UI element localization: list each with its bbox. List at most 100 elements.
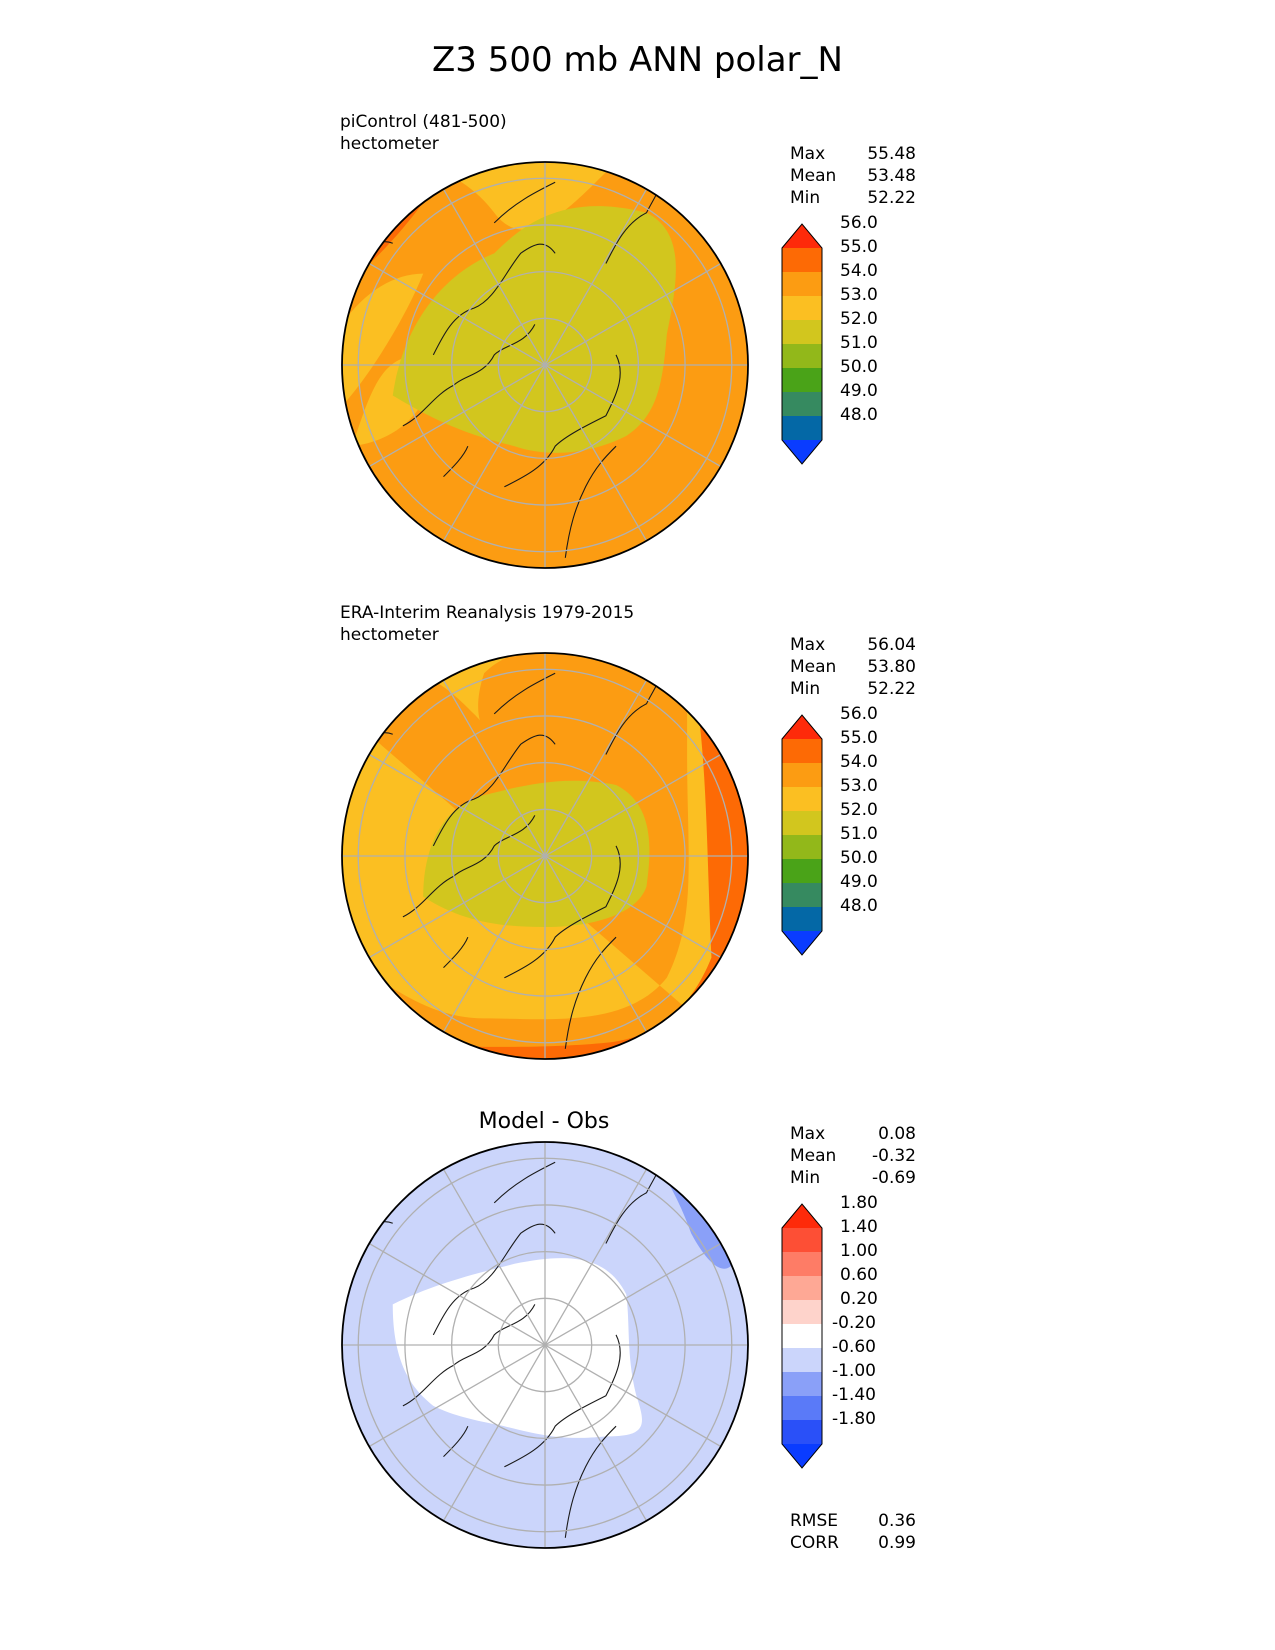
colorbar-swatch-2 — [782, 296, 822, 320]
colorbar-tick-label: 1.00 — [840, 1241, 878, 1261]
map-field-group — [342, 162, 748, 568]
coastline-3 — [564, 1425, 617, 1538]
panel-1-stats: Max 55.48 Mean 53.48 Min 52.22 — [790, 143, 916, 209]
coastline-0 — [432, 734, 556, 847]
colorbar-tick-label: 50.0 — [840, 357, 878, 377]
panel-3-title: Model - Obs — [478, 1109, 610, 1134]
colorbar-outline — [781, 223, 823, 465]
colorbar-extend-min — [782, 440, 822, 464]
colorbar-swatch-2 — [782, 787, 822, 811]
map-field-group — [342, 653, 748, 1059]
coastline-0 — [432, 243, 556, 356]
stat-mean: Mean 53.80 — [790, 657, 916, 677]
colorbar-tick-label: 51.0 — [840, 333, 878, 353]
map-panel-difference — [341, 1141, 749, 1549]
panel-1-title-line-1: piControl (481-500) — [340, 112, 507, 132]
colorbar-3 — [781, 1203, 823, 1469]
colorbar-tick-label: 50.0 — [840, 848, 878, 868]
map-boundary — [341, 652, 749, 1060]
coastline-0 — [432, 1223, 556, 1336]
colorbar-tick-label: 54.0 — [840, 261, 878, 281]
colorbar-tick-label: 55.0 — [840, 237, 878, 257]
panel-2-title-line-1: ERA-Interim Reanalysis 1979-2015 — [340, 603, 635, 623]
colorbar-tick-label: 55.0 — [840, 728, 878, 748]
meridian-line-150 — [360, 257, 730, 473]
colorbar-extend-max — [782, 1204, 822, 1228]
contour-fill-4 — [392, 206, 676, 453]
coastline-1 — [402, 1304, 536, 1407]
graticule — [342, 1142, 748, 1548]
stat-max: Max 56.04 — [790, 635, 916, 655]
colorbar-tick-label: -0.20 — [832, 1313, 876, 1333]
metric-corr: CORR 0.99 — [790, 1533, 916, 1553]
colorbar-swatch-1 — [782, 272, 822, 296]
map-boundary — [341, 161, 749, 569]
coastline-2 — [504, 354, 621, 488]
colorbar-tick-label: 52.0 — [840, 800, 878, 820]
colorbar-tick-label: 1.80 — [840, 1193, 878, 1213]
colorbar-swatch-8 — [782, 1420, 822, 1444]
colorbar-swatch-5 — [782, 859, 822, 883]
colorbar-1 — [781, 223, 823, 465]
colorbar-tick-label: 53.0 — [840, 285, 878, 305]
map-panel-reference — [341, 652, 749, 1060]
panel-2-title: ERA-Interim Reanalysis 1979-2015 hectome… — [340, 602, 634, 646]
coastline-1 — [402, 324, 536, 427]
colorbar-swatch-2 — [782, 1276, 822, 1300]
stat-max: Max 0.08 — [790, 1124, 916, 1144]
colorbar-swatch-0 — [782, 248, 822, 272]
figure-title: Z3 500 mb ANN polar_N — [432, 40, 843, 80]
panel-3-metrics: RMSE 0.36 CORR 0.99 — [790, 1510, 916, 1554]
colorbar-tick-label: 53.0 — [840, 776, 878, 796]
colorbar-tick-label: -1.80 — [832, 1409, 876, 1429]
contour-fill-3 — [423, 780, 650, 928]
colorbar-tick-label: 54.0 — [840, 752, 878, 772]
colorbar-tick-label: 0.20 — [840, 1289, 878, 1309]
colorbar-tick-label: 48.0 — [840, 405, 878, 425]
stat-mean: Mean 53.48 — [790, 166, 916, 186]
colorbar-outline — [781, 1203, 823, 1469]
colorbar-swatch-4 — [782, 1324, 822, 1348]
coastline-5 — [493, 181, 556, 224]
coastline-7 — [443, 1425, 469, 1458]
colorbar-2 — [781, 714, 823, 956]
colorbar-outline — [781, 714, 823, 956]
colorbar-tick-label: -1.00 — [832, 1361, 876, 1381]
colorbar-tick-label: 48.0 — [840, 896, 878, 916]
colorbar-tick-label: 0.60 — [840, 1265, 878, 1285]
colorbar-swatch-7 — [782, 1396, 822, 1420]
panel-3-stats: Max 0.08 Mean -0.32 Min -0.69 — [790, 1123, 916, 1189]
colorbar-tick-label: -1.40 — [832, 1385, 876, 1405]
colorbar-swatch-0 — [782, 1228, 822, 1252]
colorbar-tick-label: 51.0 — [840, 824, 878, 844]
stat-min: Min 52.22 — [790, 188, 916, 208]
colorbar-swatch-3 — [782, 1300, 822, 1324]
stat-min: Min 52.22 — [790, 679, 916, 699]
colorbar-swatch-6 — [782, 1372, 822, 1396]
colorbar-tick-label: 56.0 — [840, 213, 878, 233]
graticule — [342, 653, 748, 1059]
colorbar-extend-max — [782, 224, 822, 248]
contour-fill-2 — [392, 1258, 642, 1438]
graticule — [342, 162, 748, 568]
panel-2-stats: Max 56.04 Mean 53.80 Min 52.22 — [790, 634, 916, 700]
colorbar-swatch-3 — [782, 811, 822, 835]
colorbar-swatch-7 — [782, 907, 822, 931]
colorbar-swatch-7 — [782, 416, 822, 440]
coastline-5 — [493, 672, 556, 715]
colorbar-swatch-5 — [782, 1348, 822, 1372]
colorbar-swatch-6 — [782, 883, 822, 907]
coastline-1 — [402, 815, 536, 918]
coastline-3 — [564, 445, 617, 558]
colorbar-swatch-1 — [782, 1252, 822, 1276]
colorbar-tick-label: 49.0 — [840, 872, 878, 892]
colorbar-tick-label: -0.60 — [832, 1337, 876, 1357]
coastline-3 — [564, 936, 617, 1049]
colorbar-swatch-5 — [782, 368, 822, 392]
stat-mean: Mean -0.32 — [790, 1146, 916, 1166]
colorbar-swatch-6 — [782, 392, 822, 416]
colorbar-swatch-1 — [782, 763, 822, 787]
metric-rmse: RMSE 0.36 — [790, 1511, 916, 1531]
map-boundary — [341, 1141, 749, 1549]
map-field-group — [342, 1142, 748, 1548]
